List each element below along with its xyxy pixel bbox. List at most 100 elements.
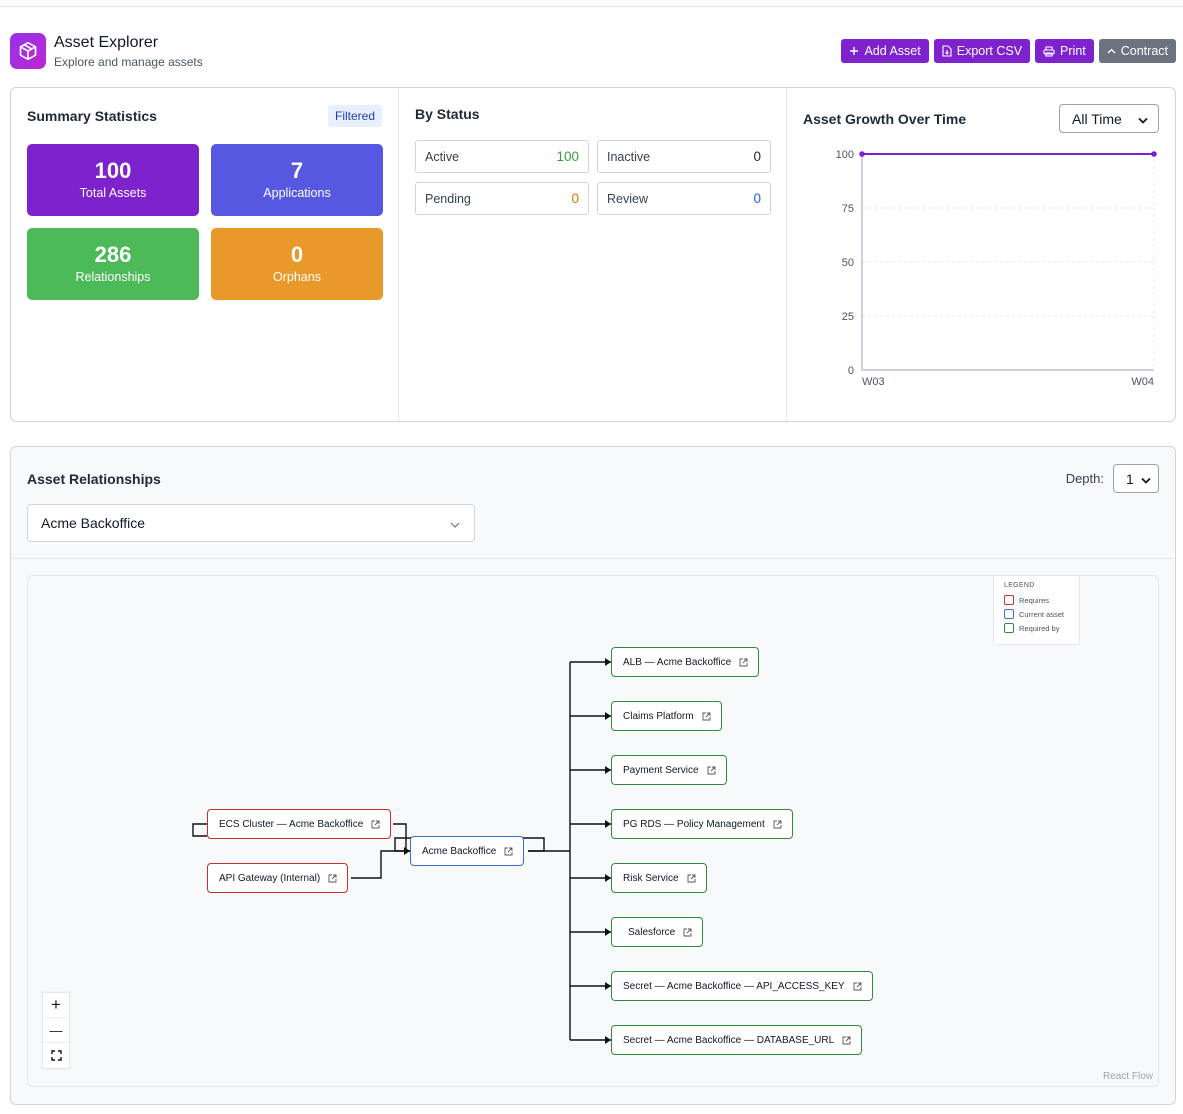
legend-label: Required by — [1019, 623, 1060, 633]
data-point — [1151, 151, 1157, 157]
contract-button[interactable]: Contract — [1098, 39, 1176, 63]
fit-view-button[interactable] — [43, 1043, 69, 1068]
node-label: Claims Platform — [623, 710, 694, 722]
edge-arrow — [605, 874, 611, 882]
status-label: Review — [607, 191, 648, 206]
stat-label: Orphans — [273, 270, 321, 284]
graph-node-required-by[interactable]: Secret — Acme Backoffice — DATABASE_URL — [611, 1025, 863, 1055]
stat-card-orphans[interactable]: 0 Orphans — [211, 228, 383, 300]
graph-node-required-by[interactable]: Salesforce — [611, 917, 704, 947]
data-point — [859, 151, 865, 157]
toolbar: Add Asset Export CSV Print Contract — [841, 39, 1176, 63]
legend-swatch — [1004, 609, 1014, 619]
y-tick-label: 0 — [848, 365, 854, 377]
status-label: Active — [425, 149, 460, 164]
plus-icon: + — [51, 995, 61, 1014]
graph-node-required-by[interactable]: PG RDS — Policy Management — [611, 809, 793, 839]
external-link-icon[interactable] — [707, 766, 716, 775]
printer-icon — [1043, 45, 1055, 57]
external-link-icon[interactable] — [842, 1036, 851, 1045]
stat-label: Total Assets — [79, 186, 147, 200]
status-active[interactable]: Active 100 — [415, 140, 589, 173]
node-label: PG RDS — Policy Management — [623, 818, 765, 830]
asset-growth-chart: Asset Growth Over Time All Time 0 25 50 75 1… — [787, 88, 1175, 421]
legend-swatch — [1004, 595, 1014, 605]
add-asset-button[interactable]: Add Asset — [841, 39, 929, 63]
page-subtitle: Explore and manage assets — [54, 55, 203, 69]
stat-card-relationships[interactable]: 286 Relationships — [27, 228, 199, 300]
external-link-icon[interactable] — [739, 658, 748, 667]
external-link-icon[interactable] — [702, 712, 711, 721]
y-tick-label: 50 — [842, 257, 854, 269]
by-status-title: By Status — [415, 106, 480, 122]
status-review[interactable]: Review 0 — [597, 182, 771, 215]
status-pending[interactable]: Pending 0 — [415, 182, 589, 215]
external-link-icon[interactable] — [504, 847, 513, 856]
graph-node-required-by[interactable]: Risk Service — [611, 863, 707, 893]
external-link-icon[interactable] — [683, 928, 692, 937]
asset-select[interactable]: Acme Backoffice — [27, 504, 475, 542]
graph-node-requires[interactable]: API Gateway (Internal) — [207, 863, 349, 893]
stat-card-total-assets[interactable]: 100 Total Assets — [27, 144, 199, 216]
status-label: Pending — [425, 191, 471, 206]
summary-title: Summary Statistics — [27, 108, 157, 124]
zoom-out-button[interactable]: — — [43, 1018, 69, 1043]
node-label: Salesforce — [628, 926, 676, 938]
relationships-title: Asset Relationships — [27, 471, 161, 487]
legend-label: Requires — [1019, 595, 1050, 605]
legend-title: LEGEND — [1004, 582, 1035, 589]
node-label: API Gateway (Internal) — [219, 872, 321, 884]
edge-arrow — [605, 982, 611, 990]
relationship-graph[interactable]: ECS Cluster — Acme Backoffice API Gatewa… — [27, 575, 1159, 1087]
graph-edges — [192, 658, 611, 1044]
status-value: 0 — [753, 191, 761, 206]
legend-swatch — [1004, 623, 1014, 633]
contract-label: Contract — [1120, 44, 1168, 58]
asset-relationships-panel: Asset Relationships Depth: 1 Acme Backof… — [10, 446, 1176, 1105]
stat-card-applications[interactable]: 7 Applications — [211, 144, 383, 216]
export-csv-button[interactable]: Export CSV — [933, 39, 1031, 63]
print-label: Print — [1060, 44, 1086, 58]
graph-node-requires[interactable]: ECS Cluster — Acme Backoffice — [207, 809, 392, 839]
time-range-select[interactable]: All Time — [1059, 104, 1159, 133]
node-label: ALB — Acme Backoffice — [623, 656, 732, 668]
graph-controls: + — — [42, 992, 70, 1069]
chevron-down-icon — [1141, 471, 1151, 487]
graph-node-required-by[interactable]: ALB — Acme Backoffice — [611, 647, 760, 677]
x-tick-label: W04 — [1131, 376, 1154, 388]
status-value: 0 — [571, 191, 579, 206]
stats-panel: Summary Statistics Filtered 100 Total As… — [10, 87, 1176, 422]
graph-node-required-by[interactable]: Secret — Acme Backoffice — API_ACCESS_KE… — [611, 971, 873, 1001]
legend-label: Current asset — [1019, 609, 1065, 619]
by-status: By Status Active 100 Inactive 0 Pending … — [399, 88, 787, 421]
external-link-icon[interactable] — [773, 820, 782, 829]
divider — [11, 558, 1175, 559]
depth-select[interactable]: 1 — [1113, 464, 1159, 493]
depth-value: 1 — [1126, 470, 1134, 487]
graph-node-required-by[interactable]: Payment Service — [611, 755, 727, 785]
file-export-icon — [942, 45, 952, 57]
external-link-icon[interactable] — [687, 874, 696, 883]
external-link-icon[interactable] — [371, 820, 380, 829]
legend-item: Current asset — [1004, 609, 1069, 619]
edge-arrow — [605, 766, 611, 774]
graph-edge — [351, 850, 410, 879]
node-label: Risk Service — [623, 872, 679, 884]
print-button[interactable]: Print — [1035, 39, 1094, 63]
external-link-icon[interactable] — [853, 982, 862, 991]
graph-node-current[interactable]: Acme Backoffice — [410, 836, 525, 866]
minus-icon: — — [49, 1022, 63, 1038]
x-tick-label: W03 — [862, 376, 885, 388]
growth-line-chart: 0 25 50 75 100 W03 W04 — [836, 149, 1157, 388]
graph-edge — [192, 823, 207, 837]
react-flow-attribution[interactable]: React Flow — [1102, 1071, 1153, 1082]
node-label: Secret — Acme Backoffice — API_ACCESS_KE… — [623, 980, 845, 992]
legend-item: Requires — [1004, 595, 1069, 605]
status-inactive[interactable]: Inactive 0 — [597, 140, 771, 173]
time-range-value: All Time — [1072, 110, 1122, 127]
external-link-icon[interactable] — [328, 874, 337, 883]
plus-icon — [849, 46, 859, 56]
graph-node-required-by[interactable]: Claims Platform — [611, 701, 722, 731]
node-label: Secret — Acme Backoffice — DATABASE_URL — [623, 1034, 835, 1046]
zoom-in-button[interactable]: + — [43, 993, 69, 1018]
